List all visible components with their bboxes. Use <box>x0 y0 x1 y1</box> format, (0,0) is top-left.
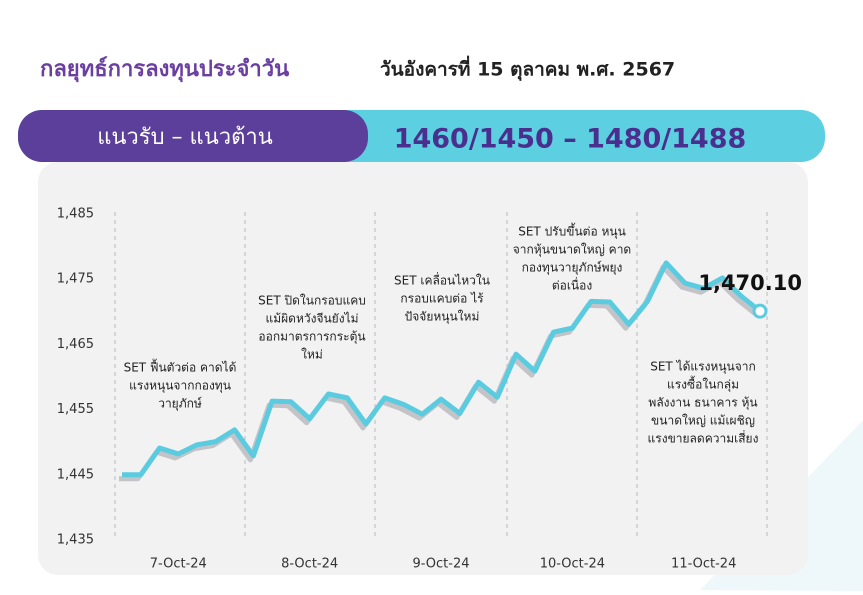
annotation: แรงขายลดความเสี่ยง <box>648 430 759 446</box>
annotation: ใหม่ <box>301 348 323 362</box>
y-tick-label: 1,485 <box>57 207 94 222</box>
annotation: SET เคลื่อนไหวใน <box>394 272 490 288</box>
x-tick-label: 11-Oct-24 <box>671 557 736 572</box>
y-tick-label: 1,445 <box>57 467 94 482</box>
annotation: ออกมาตรการกระตุ้น <box>258 330 365 345</box>
end-point <box>752 303 768 319</box>
annotation: SET ปิดในกรอบแคบ <box>258 294 366 308</box>
band-value: 1460/1450 – 1480/1488 <box>394 124 747 155</box>
annotation: SET ปรับขึ้นต่อ หนุน <box>518 223 626 240</box>
band-left <box>18 110 368 162</box>
annotation: พลังงาน ธนาคาร หุ้น <box>648 396 757 411</box>
title: กลยุทธ์การลงทุนประจำวัน <box>40 56 289 83</box>
annotation: วายุภักษ์ <box>158 397 202 412</box>
y-tick-label: 1,435 <box>57 533 94 548</box>
x-tick-label: 7-Oct-24 <box>150 557 207 572</box>
annotation: แม้ผิดหวังจีนยังไม่ <box>265 312 358 326</box>
y-tick-label: 1,475 <box>57 272 94 287</box>
annotation: กรอบแคบต่อ ไร้ <box>400 292 484 306</box>
y-tick-label: 1,465 <box>57 337 94 352</box>
y-tick-label: 1,455 <box>57 402 94 417</box>
x-tick-label: 8-Oct-24 <box>281 557 338 572</box>
annotation: แรงซื้อในกลุ่ม <box>667 376 739 393</box>
annotation: ต่อเนื่อง <box>552 277 592 293</box>
x-tick-label: 9-Oct-24 <box>412 557 469 572</box>
annotation: ปัจจัยหนุนใหม่ <box>405 310 480 325</box>
annotation: กองทุนวายุภักษ์พยุง <box>522 261 623 276</box>
value-label: 1,470.10 <box>698 271 802 295</box>
annotation: ขนาดใหญ่ แม้เผชิญ <box>651 414 755 428</box>
band-label: แนวรับ – แนวต้าน <box>97 125 273 150</box>
chart-panel <box>38 162 808 575</box>
annotation: จากหุ้นขนาดใหญ่ คาด <box>513 243 631 258</box>
annotation: SET ได้แรงหนุนจาก <box>650 360 756 375</box>
annotation: SET ฟื้นตัวต่อ คาดได้ <box>124 359 237 375</box>
annotation: แรงหนุนจากกองทุน <box>129 379 231 394</box>
x-tick-label: 10-Oct-24 <box>540 557 605 572</box>
line <box>122 260 762 478</box>
date: วันอังคารที่ 15 ตุลาคม พ.ศ. 2567 <box>380 56 675 82</box>
